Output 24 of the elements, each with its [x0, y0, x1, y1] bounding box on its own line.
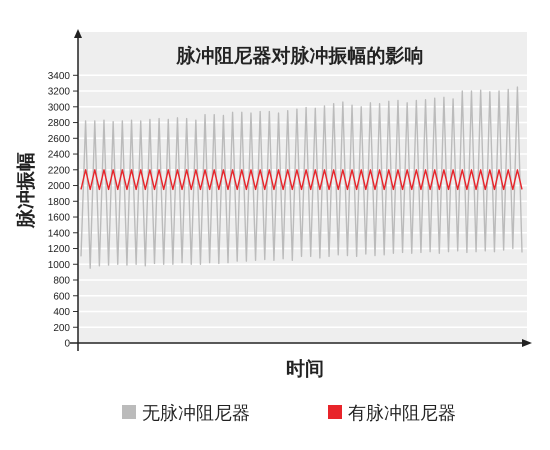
y-tick-label: 2000: [48, 181, 70, 192]
y-tick-label: 1000: [48, 260, 70, 271]
y-tick-label: 2600: [48, 134, 70, 145]
y-tick-label: 200: [53, 322, 70, 334]
y-tick-label: 3000: [48, 102, 70, 114]
text: 脉冲阻尼器对脉冲振幅的影响: [176, 45, 424, 67]
y-axis-title: 脉冲振幅: [15, 152, 37, 229]
y-tick-label: 600: [53, 291, 70, 302]
legend-label: 有脉冲阻尼器: [348, 403, 456, 423]
y-tick-label: 0: [64, 338, 70, 350]
y-tick-label: 1200: [48, 244, 70, 256]
y-tick-label: 3200: [48, 86, 70, 98]
y-tick-label: 400: [53, 307, 70, 318]
y-tick-label: 1800: [48, 196, 70, 208]
x-axis-title: 时间: [286, 358, 324, 380]
y-tick-label: 2400: [48, 150, 70, 161]
line-series: [80, 86, 523, 269]
y-tick-label: 1400: [48, 228, 70, 240]
y-tick-label: 800: [53, 276, 70, 287]
legend-label: 无脉冲阻尼器: [142, 403, 250, 423]
y-tick-label: 2200: [48, 165, 70, 176]
y-tick-label: 3400: [48, 70, 70, 82]
y-tick-label: 2800: [48, 118, 70, 130]
y-tick-label: 1600: [48, 212, 70, 224]
